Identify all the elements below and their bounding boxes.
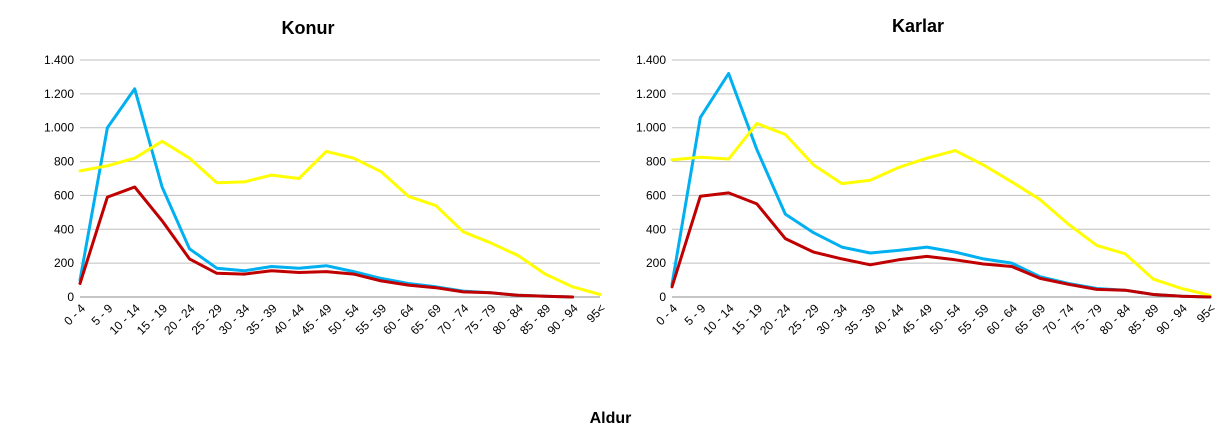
series-line-2: [78, 139, 602, 296]
x-tick-label: 75 - 79: [1069, 301, 1106, 338]
y-tick-label: 1.200: [636, 87, 666, 101]
x-tick-label: 90 - 94: [1153, 301, 1190, 338]
x-tick-label: 15 - 19: [729, 301, 766, 338]
y-tick-label: 1.400: [44, 53, 74, 67]
y-tick-label: 400: [54, 222, 74, 236]
y-tick-label: 0: [659, 290, 666, 304]
y-tick-label: 1.000: [44, 121, 74, 135]
y-tick-label: 600: [646, 188, 666, 202]
x-tick-label: 0 - 4: [61, 301, 88, 328]
x-tick-label: 0 - 4: [653, 301, 680, 328]
y-tick-label: 0: [67, 290, 74, 304]
x-tick-label: 80 - 84: [1097, 301, 1134, 338]
x-tick-label: 10 - 14: [700, 301, 737, 338]
x-tick-label: 60 - 64: [984, 301, 1021, 338]
x-tick-label: 40 - 44: [870, 301, 907, 338]
series-line-3: [670, 191, 1212, 299]
x-tick-label: 95<: [1194, 301, 1218, 325]
chart-2: Karlar 0 200 400 600 800 1.000 1.200 1.400 0 - 4 5…: [636, 16, 1218, 338]
chart-title: Karlar: [892, 16, 944, 36]
x-tick-label: 20 - 24: [757, 301, 794, 338]
y-tick-label: 1.400: [636, 53, 666, 67]
x-tick-label: 45 - 49: [899, 301, 936, 338]
x-tick-label: 90 - 94: [544, 301, 581, 338]
series-line-3: [78, 185, 575, 299]
y-tick-label: 800: [646, 155, 666, 169]
x-tick-label: 65 - 69: [1012, 301, 1049, 338]
x-tick-label: 50 - 54: [927, 301, 964, 338]
y-tick-label: 600: [54, 188, 74, 202]
x-tick-label: 95<: [584, 301, 608, 325]
series-line-1: [78, 87, 575, 299]
shared-x-axis-label: Aldur: [589, 410, 632, 427]
x-tick-label: 55 - 59: [955, 301, 992, 338]
y-tick-label: 1.200: [44, 87, 74, 101]
series-line-2: [670, 122, 1212, 297]
x-tick-label: 85 - 89: [1125, 301, 1162, 338]
x-tick-label: 35 - 39: [842, 301, 879, 338]
y-tick-label: 1.000: [636, 121, 666, 135]
x-tick-label: 30 - 34: [814, 301, 851, 338]
chart-title: Konur: [282, 18, 335, 38]
y-tick-label: 200: [646, 256, 666, 270]
y-tick-label: 400: [646, 222, 666, 236]
x-tick-label: 25 - 29: [785, 301, 822, 338]
y-tick-label: 800: [54, 155, 74, 169]
x-tick-label: 70 - 74: [1040, 301, 1077, 338]
y-tick-label: 200: [54, 256, 74, 270]
